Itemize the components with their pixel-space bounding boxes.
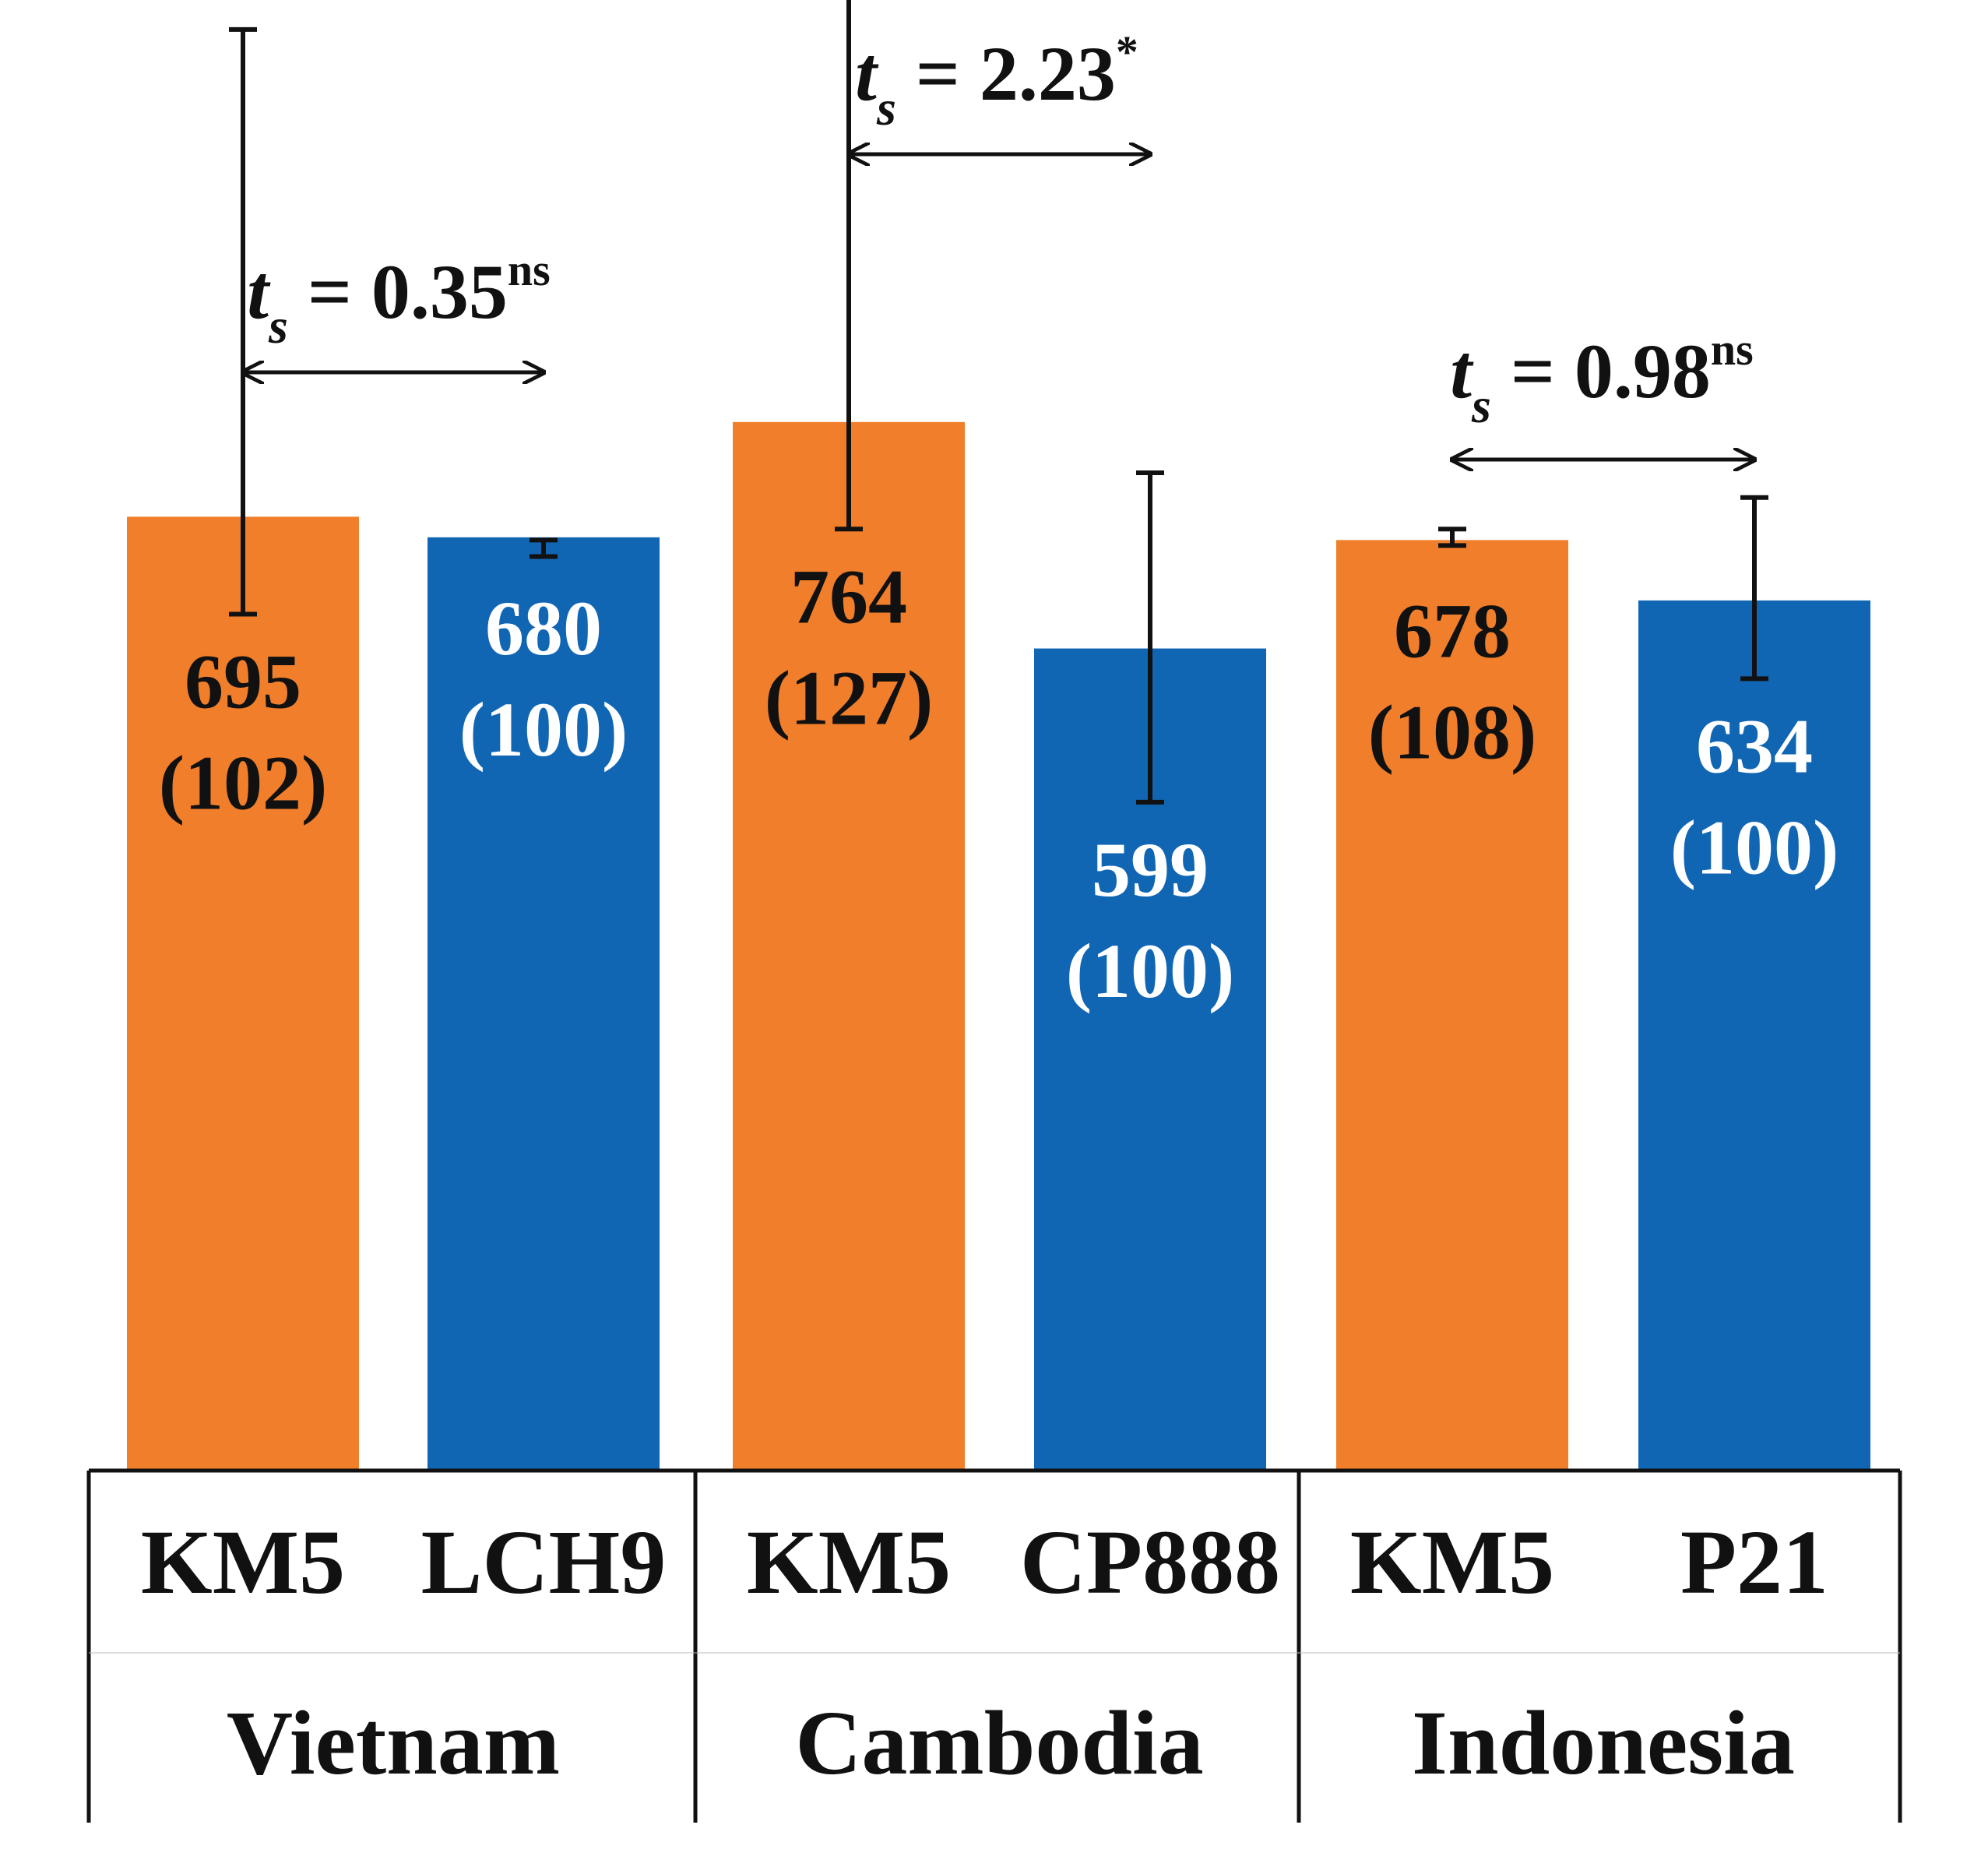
group-label-indonesia: Indonesia bbox=[1412, 1692, 1795, 1794]
bar-cambodia-km5 bbox=[733, 421, 965, 1471]
relative-label-cambodia-km5: (127) bbox=[765, 654, 934, 741]
bar-indonesia-p21 bbox=[1638, 600, 1870, 1471]
bar-vietnam-km5 bbox=[127, 516, 359, 1471]
relative-label-indonesia-km5: (108) bbox=[1368, 689, 1537, 775]
relative-label-indonesia-p21: (100) bbox=[1670, 804, 1839, 890]
tick-label-p21: P21 bbox=[1680, 1511, 1828, 1613]
bar-indonesia-km5 bbox=[1336, 540, 1568, 1471]
data-label-cambodia-km5: 764 bbox=[790, 553, 907, 639]
tick-label-cp888: CP888 bbox=[1020, 1511, 1280, 1613]
tick-label-km5: KM5 bbox=[141, 1511, 345, 1613]
group-label-cambodia: Cambodia bbox=[795, 1692, 1204, 1794]
test-annotation-vietnam: ts = 0.35ns bbox=[247, 245, 551, 354]
data-label-indonesia-p21: 634 bbox=[1696, 703, 1813, 789]
tick-label-km5: KM5 bbox=[1350, 1511, 1554, 1613]
tick-label-km5: KM5 bbox=[747, 1511, 951, 1613]
group-label-vietnam: Vietnam bbox=[227, 1692, 560, 1794]
test-annotation-cambodia: ts = 2.23* bbox=[855, 26, 1138, 136]
test-annotation-indonesia: ts = 0.98ns bbox=[1450, 324, 1754, 433]
data-label-vietnam-lch9: 680 bbox=[485, 585, 602, 671]
data-label-cambodia-cp888: 599 bbox=[1092, 826, 1209, 913]
bar-vietnam-lch9 bbox=[428, 537, 660, 1471]
relative-label-cambodia-cp888: (100) bbox=[1066, 928, 1235, 1014]
relative-label-vietnam-km5: (102) bbox=[159, 740, 328, 826]
data-label-vietnam-km5: 695 bbox=[185, 639, 301, 725]
tick-label-lch9: LCH9 bbox=[421, 1511, 667, 1613]
data-label-indonesia-km5: 678 bbox=[1394, 587, 1511, 674]
relative-label-vietnam-lch9: (100) bbox=[459, 686, 628, 773]
